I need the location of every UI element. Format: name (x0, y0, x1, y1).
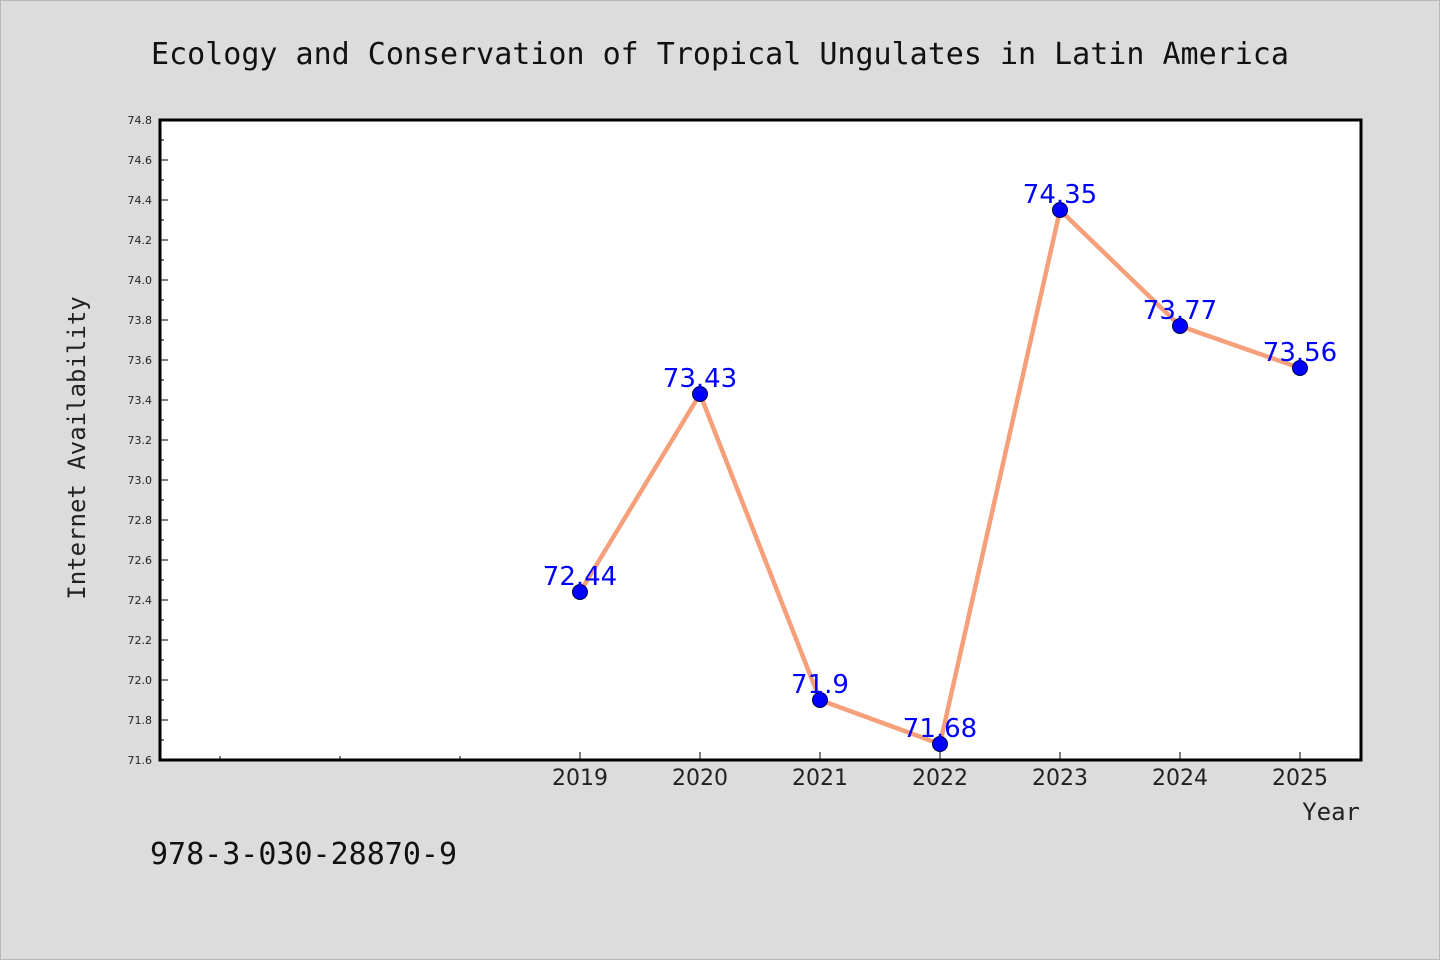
y-tick-label: 73.6 (128, 354, 153, 367)
data-points (572, 202, 1308, 752)
plot-border (158, 118, 1363, 762)
data-point (1172, 318, 1188, 334)
y-tick-label: 74.4 (128, 194, 153, 207)
x-tick-label: 2023 (1032, 766, 1088, 791)
data-point (1052, 202, 1068, 218)
data-label: 71.68 (903, 714, 977, 744)
x-tick-label: 2025 (1272, 766, 1328, 791)
y-tick-label: 73.8 (128, 314, 153, 327)
y-tick-label: 74.2 (128, 234, 153, 247)
x-tick-label: 2020 (672, 766, 728, 791)
y-tick-label: 72.6 (128, 554, 153, 567)
y-tick-label: 73.4 (128, 394, 153, 407)
data-point (1292, 360, 1308, 376)
x-axis: 2019 2020 2021 2022 2023 2024 2025 (219, 752, 1328, 791)
y-tick-label: 73.0 (128, 474, 153, 487)
y-tick-label: 72.4 (128, 594, 153, 607)
y-axis-title: Internet Availability (63, 296, 91, 599)
data-label: 72.44 (543, 562, 617, 592)
y-tick-label: 72.0 (128, 674, 153, 687)
data-label: 73.77 (1143, 296, 1217, 326)
y-tick-label: 74.8 (128, 114, 153, 127)
data-label: 71.9 (791, 670, 849, 700)
x-tick-label: 2022 (912, 766, 968, 791)
y-tick-label: 74.0 (128, 274, 153, 287)
y-tick-label: 71.8 (128, 714, 153, 727)
y-tick-label: 73.2 (128, 434, 153, 447)
chart-title: Ecology and Conservation of Tropical Ung… (151, 37, 1289, 72)
data-point (932, 736, 948, 752)
x-axis-title: Year (1302, 798, 1360, 826)
x-tick-label: 2021 (792, 766, 848, 791)
y-tick-label: 72.2 (128, 634, 153, 647)
data-point (572, 584, 588, 600)
data-point (692, 386, 708, 402)
isbn-text: 978-3-030-28870-9 (150, 837, 457, 872)
y-axis: 71.6 71.8 72.0 72.2 72.4 72.6 72.8 73.0 73.2 73.4… (128, 114, 168, 767)
data-label: 73.56 (1263, 338, 1337, 368)
y-tick-label: 72.8 (128, 514, 153, 527)
x-tick-label: 2019 (552, 766, 608, 791)
data-label: 74.35 (1023, 180, 1097, 210)
y-tick-label: 71.6 (128, 754, 153, 767)
plot-area (160, 120, 1361, 760)
data-labels: 72.44 73.43 71.9 71.68 74.35 73.77 73.56 (543, 180, 1337, 744)
data-label: 73.43 (663, 364, 737, 394)
x-tick-label: 2024 (1152, 766, 1208, 791)
data-point (812, 692, 828, 708)
y-tick-label: 74.6 (128, 154, 153, 167)
